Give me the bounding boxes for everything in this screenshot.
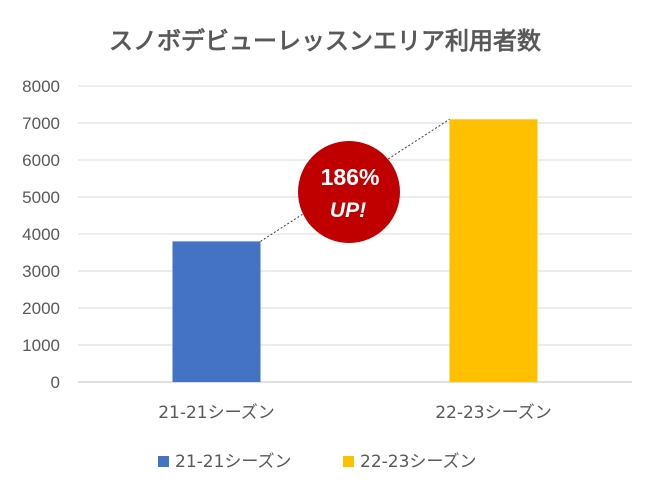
growth-badge-up: UP! <box>330 199 366 222</box>
growth-badge: 186% UP! <box>298 141 400 243</box>
y-tick-label: 3000 <box>22 262 60 281</box>
x-category-label: 21-21シーズン <box>158 403 275 423</box>
growth-badge-circle <box>298 141 400 243</box>
y-tick-label: 8000 <box>22 77 60 96</box>
y-axis-ticks: 0 1000 2000 3000 4000 5000 6000 7000 8000 <box>22 77 60 392</box>
y-tick-label: 7000 <box>22 114 60 133</box>
legend-label: 22-23シーズン <box>360 452 477 472</box>
y-tick-label: 4000 <box>22 225 60 244</box>
x-category-label: 22-23シーズン <box>435 403 552 423</box>
bar <box>172 241 261 382</box>
y-tick-label: 0 <box>51 373 60 392</box>
legend: 21-21シーズン 22-23シーズン <box>158 452 477 472</box>
growth-badge-percent: 186% <box>321 164 380 190</box>
y-tick-label: 2000 <box>22 299 60 318</box>
legend-swatch <box>158 456 169 467</box>
chart-title: スノボデビューレッスンエリア利用者数 <box>109 27 542 55</box>
bar <box>449 119 538 383</box>
legend-label: 21-21シーズン <box>175 452 292 472</box>
y-tick-label: 6000 <box>22 151 60 170</box>
y-tick-label: 5000 <box>22 188 60 207</box>
y-tick-label: 1000 <box>22 336 60 355</box>
bars <box>172 119 538 383</box>
x-axis-categories: 21-21シーズン 22-23シーズン <box>158 403 552 423</box>
legend-swatch <box>343 456 354 467</box>
